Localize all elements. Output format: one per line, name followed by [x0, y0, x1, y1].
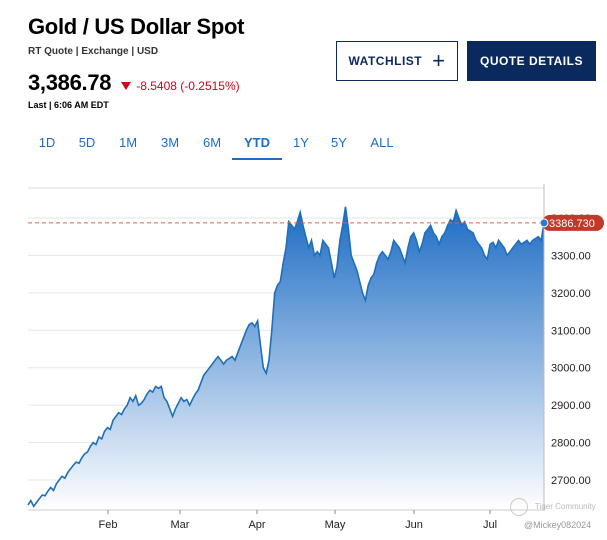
tab-3m[interactable]: 3M — [160, 135, 180, 150]
last-point-marker — [539, 218, 549, 228]
y-tick-label: 3200.00 — [551, 288, 591, 300]
x-tick-label: Feb — [99, 519, 118, 531]
tab-1y[interactable]: 1Y — [293, 135, 309, 150]
price-row: 3,386.78 -8.5408 (-0.2515%) — [28, 70, 240, 96]
tab-1d[interactable]: 1D — [38, 135, 56, 150]
x-tick-label: Jun — [405, 519, 423, 531]
price-area-fill — [28, 206, 544, 510]
watchlist-button[interactable]: WATCHLIST + — [336, 41, 458, 81]
quote-details-label: QUOTE DETAILS — [480, 54, 583, 68]
watchlist-label: WATCHLIST — [348, 54, 423, 68]
price-change-value: -8.5408 (-0.2515%) — [136, 79, 240, 93]
last-value-label: 3386.730 — [549, 218, 595, 230]
y-tick-label: 3100.00 — [551, 325, 591, 337]
down-arrow-icon — [121, 82, 132, 90]
y-tick-label: 2800.00 — [551, 438, 591, 450]
tab-1m[interactable]: 1M — [118, 135, 138, 150]
y-tick-label: 2900.00 — [551, 400, 591, 412]
watermark-text: Tiger Community — [535, 502, 596, 511]
last-value-badge — [542, 214, 604, 231]
y-tick-label: 2700.00 — [551, 475, 591, 487]
tab-ytd[interactable]: YTD — [232, 132, 282, 160]
y-tick-label: 3000.00 — [551, 363, 591, 375]
y-tick-label: 3300.00 — [551, 250, 591, 262]
tab-5y[interactable]: 5Y — [331, 135, 347, 150]
price-line — [27, 206, 545, 508]
plus-icon: + — [432, 48, 446, 73]
last-price: 3,386.78 — [28, 70, 112, 95]
quote-subtitle: RT Quote | Exchange | USD — [28, 46, 159, 57]
tab-all[interactable]: ALL — [370, 135, 394, 150]
tab-6m[interactable]: 6M — [202, 135, 222, 150]
price-change: -8.5408 (-0.2515%) — [121, 79, 240, 93]
x-tick-label: Jul — [483, 519, 497, 531]
x-tick-label: Apr — [248, 519, 265, 531]
tab-5d[interactable]: 5D — [78, 135, 96, 150]
watermark-handle: @Mickey082024 — [524, 520, 592, 530]
watermark-logo-icon — [510, 498, 528, 516]
last-update-time: Last | 6:06 AM EDT — [28, 100, 109, 110]
x-tick-label: Mar — [171, 519, 190, 531]
x-tick-label: May — [325, 519, 346, 531]
page-title: Gold / US Dollar Spot — [28, 14, 245, 39]
quote-details-button[interactable]: QUOTE DETAILS — [467, 41, 596, 81]
